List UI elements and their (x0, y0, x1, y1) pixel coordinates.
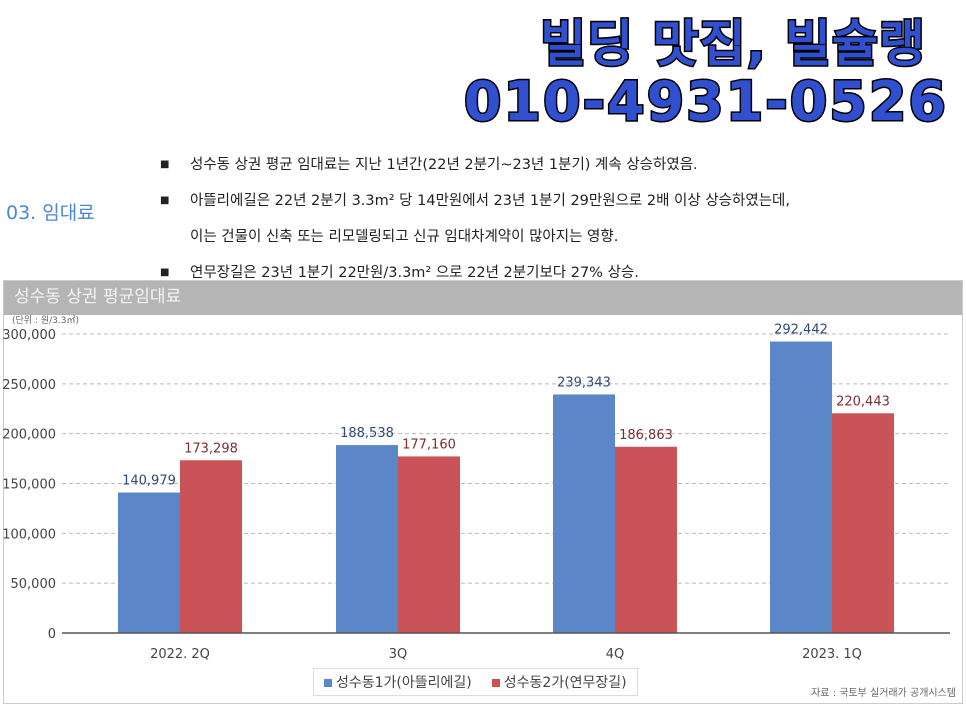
legend-item-1: 성수동1가(아뜰리에길) (324, 672, 472, 692)
y-tick-label: 0 (48, 627, 56, 642)
y-tick-label: 250,000 (2, 378, 56, 393)
banner-title: 빌딩 맛집, 빌슐랭 (539, 14, 927, 75)
bullet-2: 아뜰리에길은 22년 2분기 3.3m² 당 14만원에서 23년 1분기 29… (190, 193, 790, 209)
bar (180, 460, 242, 633)
section-title: 03. 임대료 (6, 202, 95, 224)
data-label: 177,160 (402, 437, 456, 452)
data-label: 188,538 (340, 426, 394, 441)
y-tick-label: 100,000 (2, 527, 56, 542)
source-note: 자료 : 국토부 실거래가 공개시스템 (811, 688, 956, 699)
x-tick-label: 2023. 1Q (802, 647, 862, 662)
bar (398, 456, 460, 633)
bar (615, 446, 677, 633)
bullet-3: 연무장길은 23년 1분기 22만원/3.3m² 으로 22년 2분기보다 27… (190, 265, 639, 281)
data-label: 186,863 (619, 428, 673, 443)
data-label: 140,979 (122, 473, 176, 488)
bar (336, 445, 398, 633)
bullet-1: 성수동 상권 평균 임대료는 지난 1년간(22년 2분기~23년 1분기) 계… (190, 157, 698, 173)
legend-item-2: 성수동2가(연무장길) (491, 672, 627, 692)
bullet-2-cont: 이는 건물이 신축 또는 리모델링되고 신규 임대차계약이 많아지는 영향. (190, 229, 619, 245)
data-label: 220,443 (836, 394, 890, 409)
x-tick-label: 2022. 2Q (150, 647, 210, 662)
bar (553, 394, 615, 633)
banner-phone: 010-4931-0526 (462, 69, 948, 135)
bar (770, 341, 832, 633)
bar (118, 492, 180, 633)
x-tick-label: 4Q (606, 647, 625, 662)
unit-label: (단위 : 원/3.3㎡) (12, 315, 79, 326)
legend-swatch-2 (491, 679, 500, 687)
bar (832, 413, 894, 633)
data-label: 173,298 (184, 441, 238, 456)
data-label: 239,343 (557, 375, 611, 390)
chart-title: 성수동 상권 평균임대료 (4, 281, 962, 315)
chart-legend: 성수동1가(아뜰리에길) 성수동2가(연무장길) (313, 668, 638, 696)
bullet-list: ■ 성수동 상권 평균 임대료는 지난 1년간(22년 2분기~23년 1분기) … (160, 152, 790, 296)
x-tick-label: 3Q (389, 647, 408, 662)
data-label: 292,442 (774, 323, 828, 338)
y-tick-label: 50,000 (11, 577, 57, 592)
y-tick-label: 300,000 (2, 328, 56, 343)
y-tick-label: 150,000 (2, 478, 56, 493)
legend-swatch-1 (324, 679, 332, 687)
y-tick-label: 200,000 (2, 428, 56, 443)
